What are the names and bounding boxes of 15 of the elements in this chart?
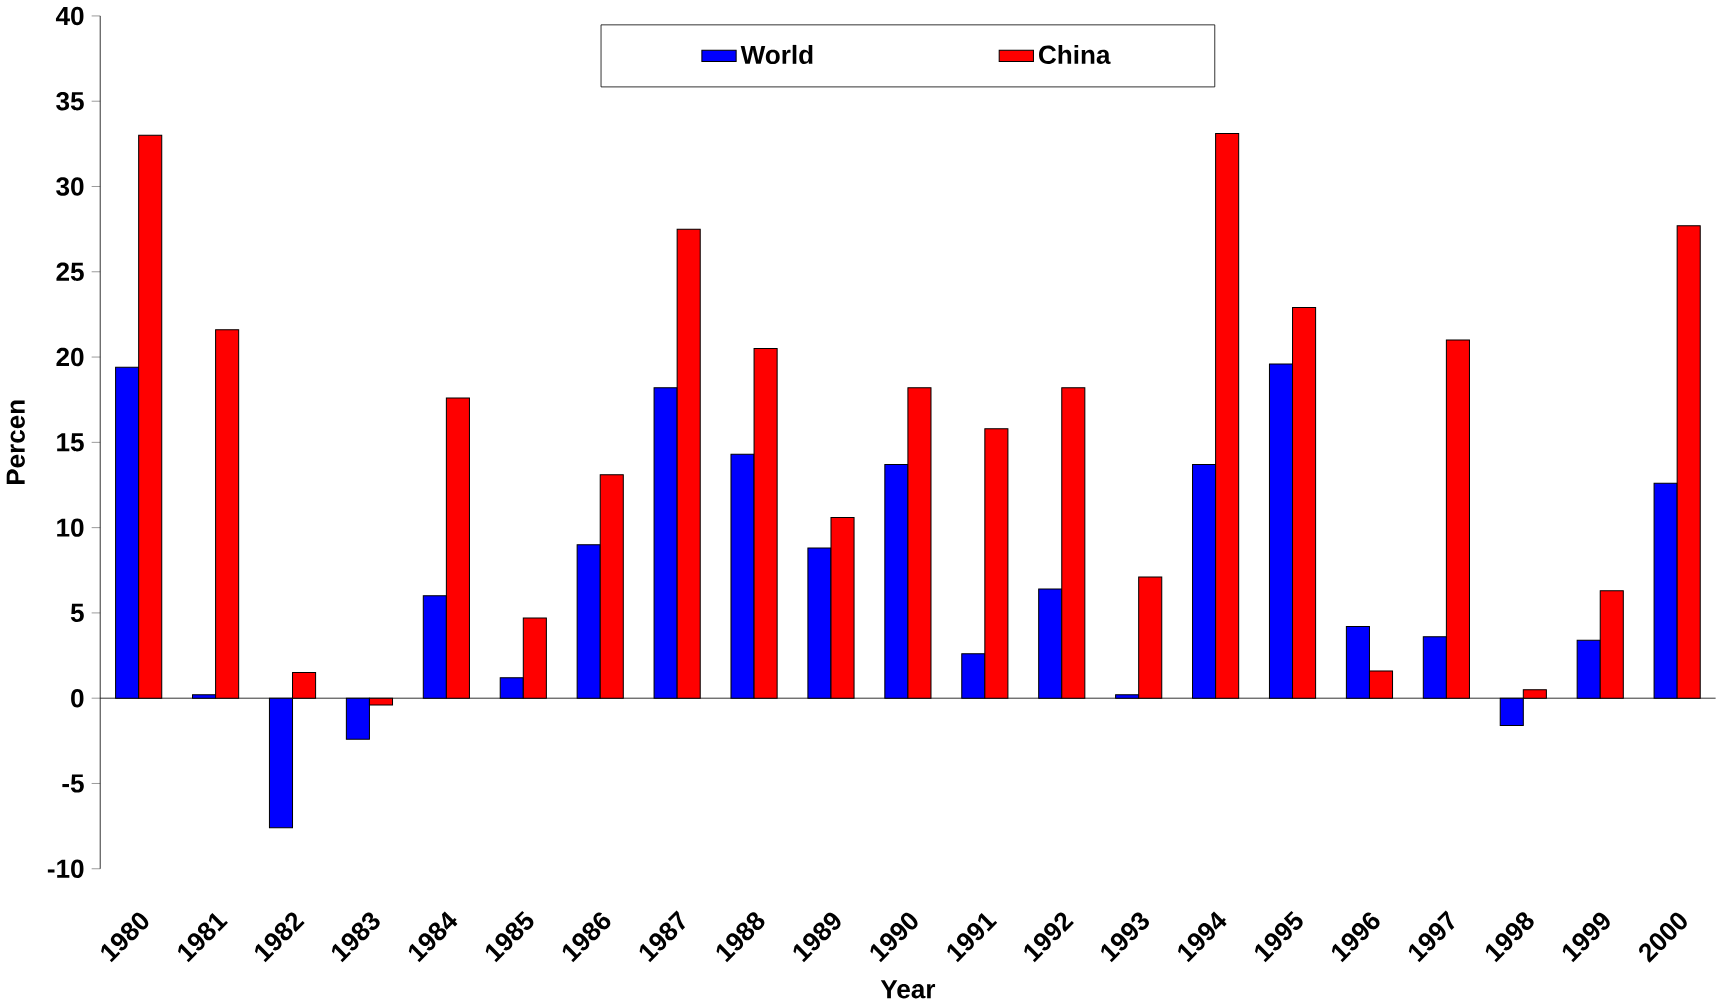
- y-tick-label: 35: [56, 91, 84, 111]
- y-tick-label: -10: [47, 859, 84, 878]
- legend-label: China: [1039, 44, 1111, 65]
- y-tick-label: 15: [57, 433, 84, 452]
- x-axis-title: Year: [880, 980, 936, 999]
- y-tick-label: 10: [57, 518, 84, 537]
- y-tick-label: 40: [55, 6, 84, 26]
- y-tick-label: 30: [56, 177, 84, 196]
- y-tick-label: 25: [56, 262, 84, 281]
- y-tick-label: 20: [56, 347, 84, 367]
- legend-label: World: [740, 44, 813, 65]
- y-axis-title: Percen: [6, 400, 25, 485]
- y-tick-label: 0: [71, 688, 84, 708]
- y-tick-label: 5: [70, 603, 84, 622]
- y-tick-label: -5: [62, 774, 84, 793]
